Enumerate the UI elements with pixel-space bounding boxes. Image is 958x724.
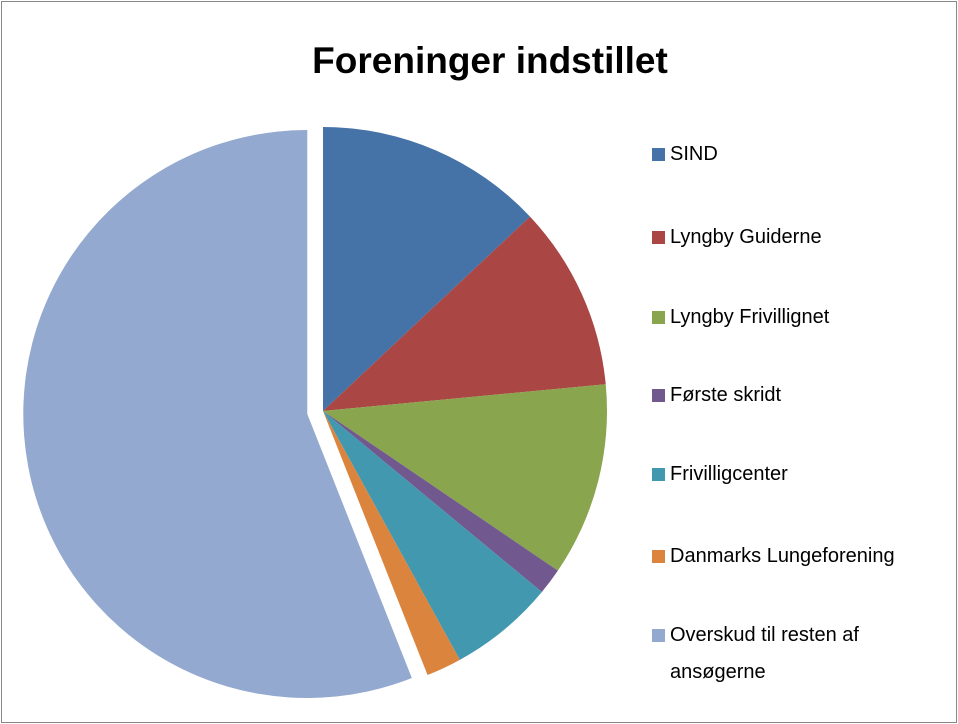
legend-label: Overskud til resten af ansøgerne [670,624,859,683]
legend-label: SIND [670,143,718,165]
pie-slice [323,411,460,676]
legend-label: Lyngby Frivillignet [670,306,830,328]
legend-item: Lyngby Guiderne [652,219,942,256]
legend-label: Lyngby Guiderne [670,226,822,248]
legend-item: Frivilligcenter [652,456,942,493]
legend-swatch [652,629,665,642]
legend-item: Danmarks Lungeforening [652,538,942,575]
chart-title: Foreninger indstillet [312,40,668,81]
legend-label: Første skridt [670,384,782,406]
pie-slice [323,384,608,571]
pie-slice [23,129,412,698]
legend-item: SIND [652,136,942,173]
legend-swatch [652,468,665,481]
legend-label: Frivilligcenter [670,463,788,485]
legend-item: Overskud til resten af ansøgerne [652,617,942,691]
legend-swatch [652,231,665,244]
legend-swatch [652,550,665,563]
legend-item: Lyngby Frivillignet [652,299,942,336]
legend-label: Danmarks Lungeforening [670,545,895,567]
pie-slice [323,411,542,660]
legend-item: Første skridt [652,377,942,414]
legend-swatch [652,389,665,402]
pie-slice [323,127,531,411]
legend-swatch [652,311,665,324]
pie-slice [323,411,558,593]
pie-slice [323,216,606,411]
legend-swatch [652,148,665,161]
